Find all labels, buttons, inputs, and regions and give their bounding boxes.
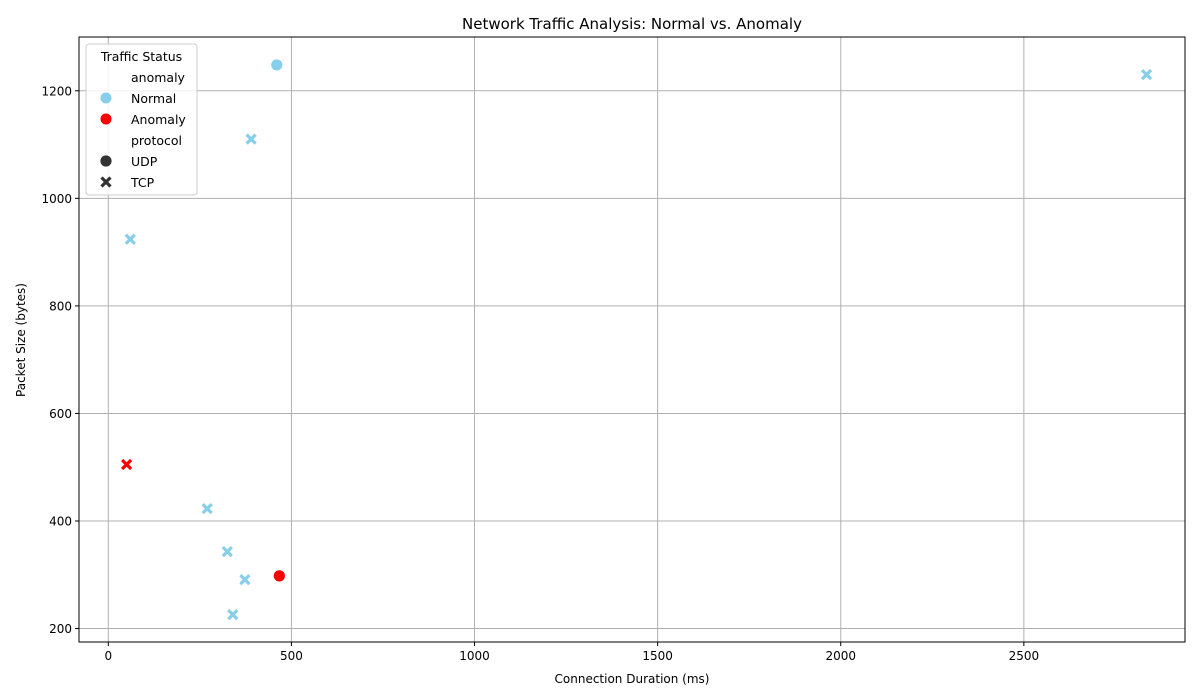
data-points	[120, 58, 1153, 621]
y-tick-label: 400	[49, 515, 72, 529]
normal-tcp-point	[239, 573, 251, 586]
legend-label: Anomaly	[131, 112, 186, 127]
normal-tcp-point	[124, 233, 136, 245]
normal-tcp-point	[227, 608, 239, 621]
normal-tcp-point	[245, 133, 257, 145]
legend-entries: anomaly Normal Anomaly protocol UDP TCP	[99, 70, 186, 190]
x-tick-label: 2500	[1009, 649, 1040, 663]
x-tick-label: 2000	[825, 649, 856, 663]
plot-frame	[78, 36, 1186, 643]
normal-udp-point	[270, 58, 284, 72]
y-tick-label: 1000	[41, 192, 72, 206]
legend-color-marker	[100, 92, 112, 104]
x-tick-label: 0	[104, 649, 112, 663]
y-axis-ticks: 200 400 600 800 1000 1200	[41, 84, 79, 636]
legend-box	[85, 43, 198, 196]
legend: Traffic Status anomaly Normal Anomaly proto…	[85, 43, 198, 196]
x-axis-label: Connection Duration (ms)	[555, 672, 710, 686]
legend-label: Normal	[131, 91, 176, 106]
legend-label: TCP	[130, 175, 155, 190]
y-tick-label: 200	[49, 622, 72, 636]
legend-title: Traffic Status	[100, 49, 182, 64]
x-tick-label: 500	[280, 649, 303, 663]
y-tick-label: 1200	[41, 84, 72, 98]
x-tick-label: 1000	[459, 649, 490, 663]
grid-lines	[79, 37, 1185, 642]
normal-tcp-point	[221, 546, 233, 558]
legend-label: UDP	[131, 154, 158, 169]
legend-color-marker	[100, 113, 112, 125]
legend-shape-marker	[100, 176, 112, 188]
x-axis-ticks: 0 500 1000 1500 2000 2500	[104, 642, 1039, 663]
y-tick-label: 800	[49, 299, 72, 313]
normal-tcp-point	[201, 502, 213, 515]
legend-shape-marker	[99, 154, 113, 168]
legend-label: anomaly	[131, 70, 186, 85]
normal-tcp-point	[1140, 69, 1153, 81]
anomaly-udp-point	[272, 569, 286, 583]
legend-label: protocol	[131, 133, 182, 148]
x-tick-label: 1500	[642, 649, 673, 663]
y-axis-label: Packet Size (bytes)	[14, 283, 28, 397]
chart-title: Network Traffic Analysis: Normal vs. Ano…	[462, 15, 802, 33]
y-tick-label: 600	[49, 407, 72, 421]
anomaly-tcp-point	[120, 458, 133, 471]
